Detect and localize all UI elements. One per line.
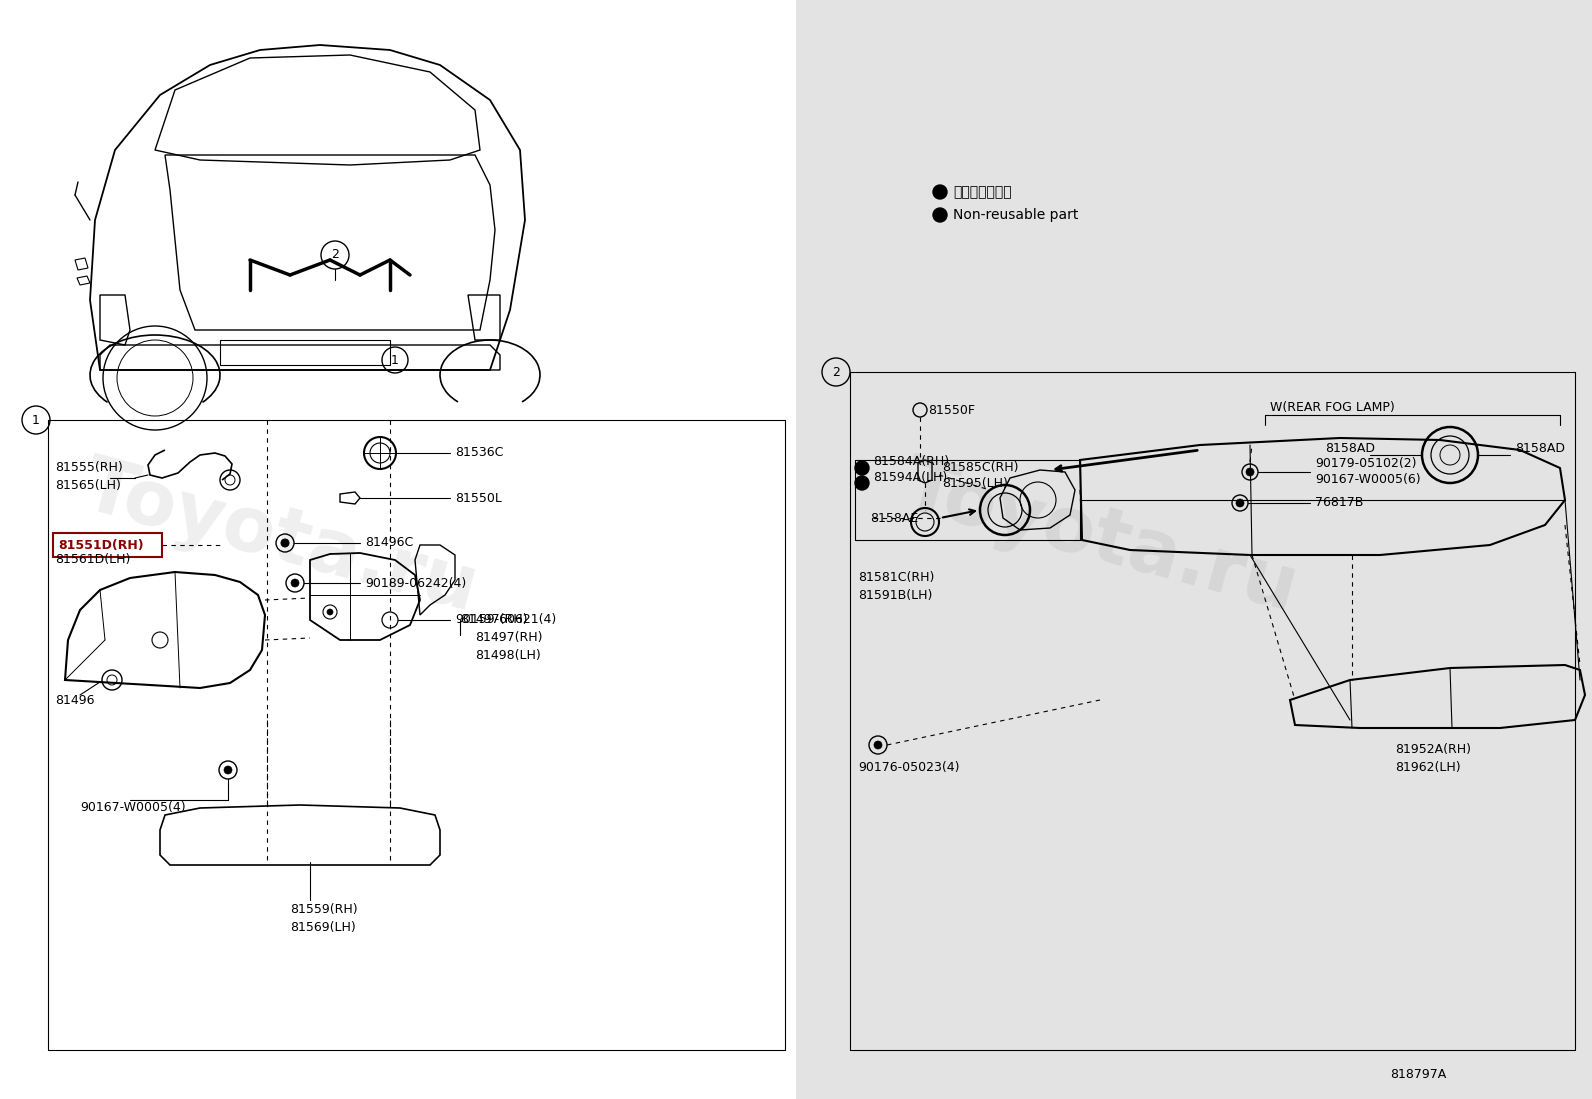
Text: 81498(LH): 81498(LH) — [474, 648, 541, 662]
Circle shape — [282, 539, 290, 547]
Text: 81496C: 81496C — [365, 536, 414, 550]
Text: 81497(RH): 81497(RH) — [460, 613, 527, 626]
Text: 81536C: 81536C — [455, 446, 503, 459]
Circle shape — [933, 208, 947, 222]
Text: Non-reusable part: Non-reusable part — [954, 208, 1078, 222]
Text: 81551D(RH): 81551D(RH) — [57, 539, 143, 552]
Text: 90159-60621(4): 90159-60621(4) — [455, 613, 556, 626]
Text: 81497(RH): 81497(RH) — [474, 632, 543, 644]
Text: 81581C(RH): 81581C(RH) — [858, 571, 935, 585]
Text: 90167-W0005(4): 90167-W0005(4) — [80, 801, 186, 814]
Text: 81584A(RH): 81584A(RH) — [872, 455, 949, 468]
Text: 90167-W0005(6): 90167-W0005(6) — [1315, 474, 1420, 487]
Text: 81561D(LH): 81561D(LH) — [56, 554, 131, 566]
Text: 90189-06242(4): 90189-06242(4) — [365, 577, 466, 589]
Circle shape — [933, 185, 947, 199]
Text: 1: 1 — [32, 413, 40, 426]
Text: 81585C(RH): 81585C(RH) — [942, 460, 1019, 474]
Text: 81595(LH): 81595(LH) — [942, 477, 1008, 489]
Text: 81594A(LH): 81594A(LH) — [872, 471, 947, 485]
Circle shape — [855, 460, 869, 475]
Text: 8158AE: 8158AE — [869, 511, 919, 524]
Circle shape — [1247, 468, 1254, 476]
Text: 76817B: 76817B — [1315, 497, 1363, 510]
Circle shape — [1235, 499, 1243, 507]
Text: 8158AD: 8158AD — [1516, 442, 1565, 455]
Text: W(REAR FOG LAMP): W(REAR FOG LAMP) — [1270, 401, 1395, 414]
Text: 1: 1 — [392, 354, 400, 366]
Text: 90179-05102(2): 90179-05102(2) — [1315, 457, 1417, 470]
Text: Toyota.ru: Toyota.ru — [895, 452, 1305, 629]
Circle shape — [326, 609, 333, 615]
Circle shape — [855, 476, 869, 490]
Circle shape — [291, 579, 299, 587]
Text: 81550L: 81550L — [455, 491, 501, 504]
Text: 81591B(LH): 81591B(LH) — [858, 588, 933, 601]
Text: 81565(LH): 81565(LH) — [56, 478, 121, 491]
Text: 81555(RH): 81555(RH) — [56, 462, 123, 475]
Text: 81962(LH): 81962(LH) — [1395, 762, 1460, 775]
Text: 2: 2 — [833, 366, 841, 378]
Text: Toyota.ru: Toyota.ru — [75, 452, 486, 629]
Text: 2: 2 — [331, 248, 339, 262]
Text: 81550F: 81550F — [928, 403, 974, 417]
Text: 81559(RH): 81559(RH) — [290, 903, 358, 917]
Circle shape — [874, 741, 882, 750]
Text: 81569(LH): 81569(LH) — [290, 921, 355, 934]
Bar — [0, 0, 796, 1099]
Text: 81496: 81496 — [56, 693, 94, 707]
Text: 818797A: 818797A — [1390, 1068, 1446, 1081]
Circle shape — [224, 766, 232, 774]
Text: 8158AD: 8158AD — [1325, 442, 1375, 455]
Bar — [796, 0, 1592, 1099]
Text: 90176-05023(4): 90176-05023(4) — [858, 762, 960, 775]
Text: 再使用不可部品: 再使用不可部品 — [954, 185, 1011, 199]
Text: 81952A(RH): 81952A(RH) — [1395, 744, 1471, 756]
